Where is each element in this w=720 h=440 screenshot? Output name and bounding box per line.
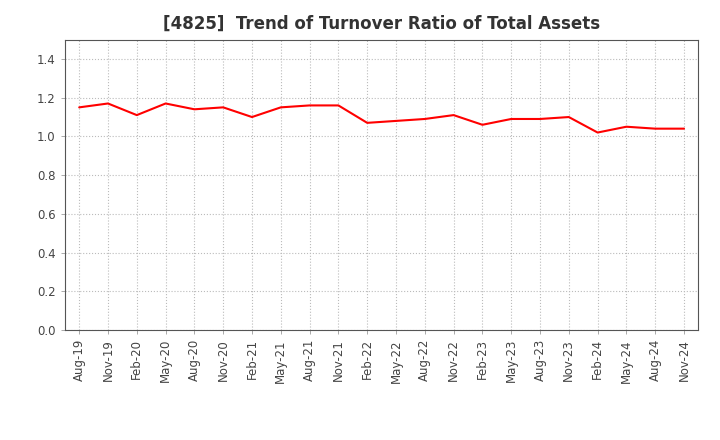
Title: [4825]  Trend of Turnover Ratio of Total Assets: [4825] Trend of Turnover Ratio of Total …: [163, 15, 600, 33]
